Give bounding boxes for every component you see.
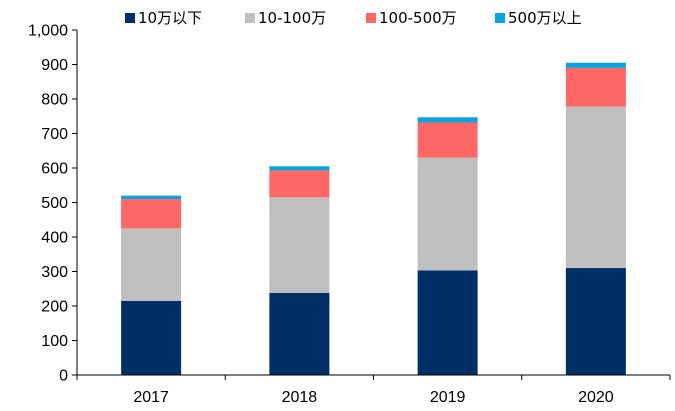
bar-segment-2020-series-0 [565,268,626,375]
y-tick-label: 1,000 [28,23,68,40]
bars [121,62,626,375]
bar-segment-2017-series-0 [121,300,182,375]
bar-segment-2018-series-0 [269,292,330,375]
legend-swatch [125,13,135,23]
bar-segment-2018-series-2 [269,170,330,198]
x-tick-label: 2020 [578,389,614,406]
bar-segment-2017-series-3 [121,195,182,200]
legend-label: 10万以下 [138,9,202,27]
y-tick-label: 800 [41,92,68,109]
bar-segment-2019-series-1 [417,157,478,271]
bar-segment-2019-series-3 [417,117,478,123]
bar-segment-2019-series-2 [417,122,478,158]
bar-segment-2019-series-0 [417,270,478,375]
bar-segment-2018-series-3 [269,166,330,171]
y-tick-label: 300 [41,264,68,281]
legend-label: 10-100万 [258,9,326,27]
x-tick-label: 2017 [133,389,169,406]
y-tick-label: 700 [41,126,68,143]
legend-swatch [366,13,376,23]
bar-segment-2020-series-1 [565,106,626,269]
x-tick-label: 2018 [282,389,318,406]
y-tick-label: 100 [41,333,68,350]
legend-label: 100-500万 [379,9,457,27]
bar-segment-2018-series-1 [269,197,330,293]
legend: 10万以下 10-100万 100-500万 500万以上 [125,9,582,27]
y-tick-label: 0 [59,368,68,385]
y-axis: 0 100 200 300 400 500 600 700 800 900 1,000 [28,23,78,385]
legend-label: 500万以上 [508,9,582,27]
bar-segment-2017-series-2 [121,199,182,229]
legend-swatch [495,13,505,23]
x-tick-label: 2019 [430,389,466,406]
legend-swatch [245,13,255,23]
x-axis: 2017 2018 2019 2020 [76,374,671,406]
bar-segment-2020-series-3 [565,62,626,68]
bar-segment-2017-series-1 [121,228,182,301]
y-tick-label: 200 [41,299,68,316]
bar-segment-2020-series-2 [565,67,626,107]
y-tick-label: 600 [41,161,68,178]
y-tick-label: 400 [41,230,68,247]
y-tick-label: 500 [41,195,68,212]
y-tick-label: 900 [41,57,68,74]
